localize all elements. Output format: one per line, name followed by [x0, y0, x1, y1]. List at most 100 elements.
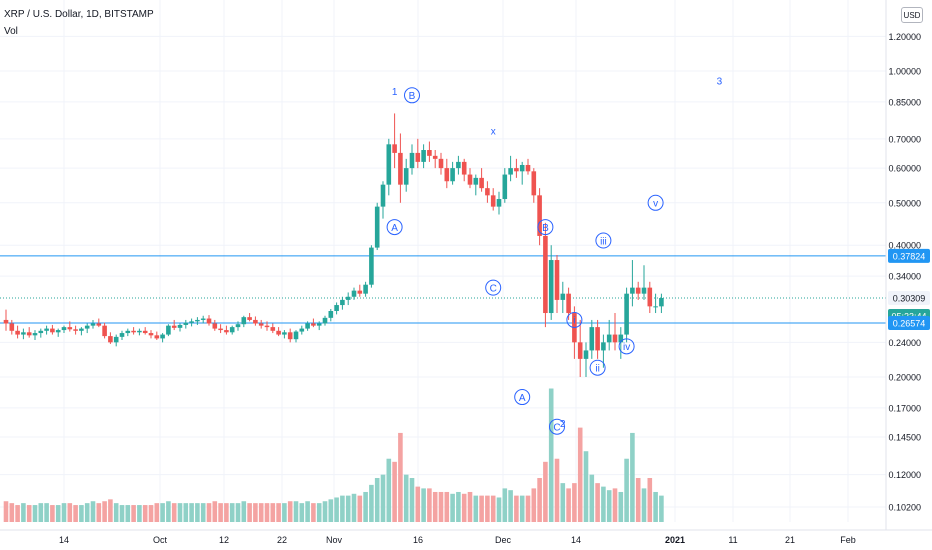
volume-bar: [548, 388, 554, 522]
volume-bar: [328, 499, 334, 522]
volume-bar: [409, 478, 415, 522]
candle-body: [369, 247, 374, 285]
candle-body: [90, 323, 96, 326]
candle-body: [647, 287, 653, 307]
volume-bar: [502, 488, 508, 522]
volume-bar: [438, 491, 444, 522]
volume-label: Vol: [4, 26, 18, 37]
volume-bar: [224, 503, 229, 522]
volume-bar: [282, 503, 287, 522]
candle-body: [473, 177, 479, 185]
volume-bar: [432, 491, 438, 522]
volume-bar: [374, 478, 380, 522]
candle-body: [450, 168, 455, 182]
time-tick-label: 22: [277, 535, 287, 545]
candle-body: [293, 331, 299, 340]
candle-body: [548, 260, 554, 314]
time-tick-label: Dec: [495, 535, 512, 545]
candle-body: [96, 323, 102, 326]
candle-body: [641, 287, 647, 294]
time-axis[interactable]: 14 Oct 12 22 Nov 16 Dec 14 2021 11 21 Feb: [0, 529, 932, 545]
candle-body: [340, 299, 345, 306]
volume-bar: [38, 503, 44, 522]
volume-bar: [357, 495, 363, 522]
price-axis[interactable]: 1.20000 1.00000 0.85000 0.70000 0.60000 0.500…: [885, 0, 921, 530]
volume-bar: [50, 505, 55, 522]
price-label-text: 0.26574: [893, 318, 926, 328]
wave-label-circle: [618, 338, 635, 355]
candle-body: [44, 328, 49, 331]
candle-body: [392, 144, 397, 153]
candle-body: [61, 327, 67, 331]
wave-label: iv: [623, 342, 630, 353]
candle-body: [566, 293, 571, 314]
price-label-box: [888, 248, 930, 263]
volume-bar: [73, 505, 78, 522]
candle-body: [589, 327, 595, 351]
volume-bar: [461, 493, 467, 522]
currency-button[interactable]: USD: [901, 7, 923, 23]
wave-label-circle: [404, 87, 420, 104]
volume-bar: [589, 474, 595, 522]
volume-bar: [299, 503, 305, 522]
volume-bar: [624, 458, 629, 522]
candle-body: [514, 168, 519, 172]
candle-body: [73, 329, 78, 331]
wave-label: B: [542, 223, 549, 234]
price-tick-label: 0.34000: [888, 272, 921, 282]
candle-body: [380, 184, 386, 207]
candle-body: [258, 323, 264, 326]
wave-label: ii: [595, 364, 599, 375]
price-tick-label: 0.17000: [888, 403, 921, 413]
volume-bar: [137, 505, 142, 522]
volume-bar: [427, 488, 432, 522]
volume-bar: [90, 501, 96, 522]
price-tick-label: 0.85000: [888, 97, 921, 107]
candle-body: [630, 287, 635, 294]
candle-body: [189, 321, 194, 323]
price-tick-label: 0.12000: [888, 470, 921, 480]
candle-body: [287, 332, 293, 340]
volume-bar: [218, 503, 223, 522]
volume-bar: [392, 461, 397, 522]
volume-bar: [154, 503, 160, 522]
price-tick-label: 0.10200: [888, 503, 921, 513]
candle-body: [606, 334, 612, 343]
volume-bar: [334, 497, 339, 522]
volume-bar: [287, 501, 293, 522]
candle-body: [108, 336, 113, 343]
price-label-box: [888, 290, 930, 305]
volume-bar: [131, 505, 136, 522]
candle-body: [415, 152, 421, 162]
candle-body: [374, 206, 380, 248]
candle-body: [276, 330, 281, 335]
volume-bar: [618, 491, 624, 522]
symbol-title: XRP / U.S. Dollar, 1D, BITSTAMP: [4, 9, 154, 20]
chart-grid: [0, 0, 886, 522]
volume-bar: [270, 503, 276, 522]
volume-bar: [311, 503, 316, 522]
candle-body: [166, 325, 171, 335]
candle-body: [235, 324, 241, 328]
volume-bar: [247, 503, 252, 522]
candle-body: [403, 168, 409, 185]
volume-bar: [264, 503, 270, 522]
wave-label: C: [553, 422, 560, 433]
horizontal-lines: [0, 255, 886, 324]
price-tick-label: 0.50000: [888, 198, 921, 208]
volume-bar: [212, 501, 218, 522]
wave-label: 3: [717, 77, 723, 88]
candle-body: [328, 311, 334, 318]
time-tick-label: Oct: [153, 535, 168, 545]
candle-body: [537, 195, 542, 236]
volume-bar: [177, 503, 183, 522]
volume-bar: [276, 503, 281, 522]
candle-body: [456, 161, 461, 169]
wave-label-circle: [595, 232, 612, 249]
volume-bar: [583, 451, 589, 522]
candle-body: [200, 318, 206, 320]
candle-body: [32, 333, 38, 336]
candle-body: [577, 342, 583, 359]
